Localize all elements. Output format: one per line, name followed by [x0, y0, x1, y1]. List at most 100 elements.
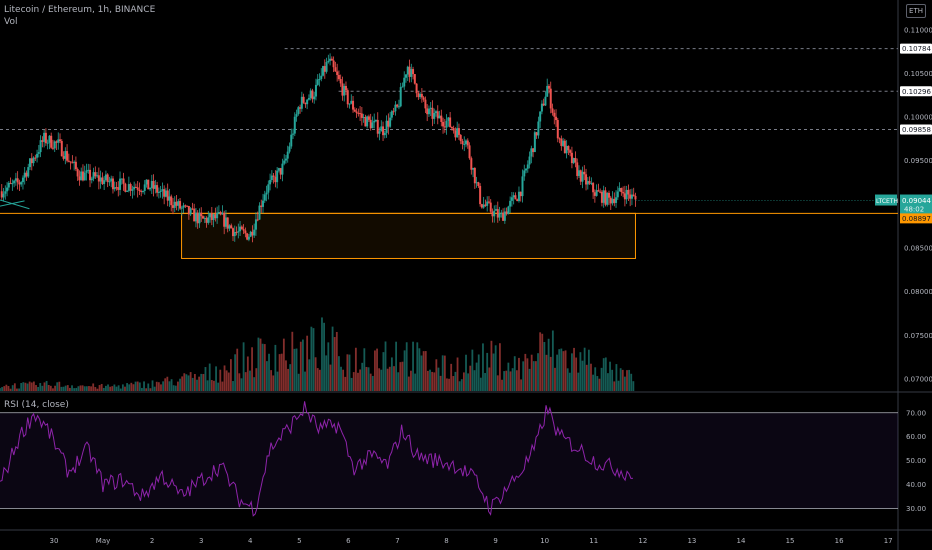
- candle-body: [25, 172, 28, 177]
- candle-body: [212, 214, 215, 220]
- volume-bar: [354, 347, 357, 391]
- candle-body: [87, 169, 90, 171]
- volume-bar: [513, 356, 516, 391]
- volume-bar: [278, 354, 281, 391]
- candle-body: [435, 111, 438, 114]
- volume-bar: [289, 364, 292, 391]
- candle-body: [124, 183, 127, 192]
- candle-body: [67, 160, 70, 162]
- candle-body: [239, 226, 242, 232]
- volume-bar: [293, 348, 296, 391]
- candle-body: [622, 192, 625, 194]
- candle-body: [517, 191, 520, 202]
- candle-body: [272, 175, 275, 177]
- candle-body: [600, 191, 603, 203]
- volume-bar: [327, 342, 330, 391]
- candle-body: [565, 145, 568, 154]
- candle-body: [417, 93, 420, 98]
- candle-body: [134, 186, 137, 188]
- volume-bar: [105, 385, 107, 391]
- volume-bar: [547, 338, 550, 391]
- candle-body: [535, 132, 538, 136]
- candle-body: [544, 96, 547, 106]
- demand-zone: [181, 212, 636, 259]
- candle-body: [149, 187, 152, 190]
- volume-bar: [54, 385, 56, 391]
- candle-body: [318, 78, 321, 80]
- candle-body: [491, 211, 494, 217]
- volume-bar: [335, 331, 338, 391]
- candle-body: [50, 135, 53, 148]
- volume-bar: [302, 339, 304, 391]
- candle-body: [309, 90, 312, 98]
- volume-bar: [607, 373, 609, 391]
- volume-bar: [397, 372, 400, 391]
- candle-body: [173, 201, 176, 208]
- candle-body: [4, 191, 7, 194]
- volume-bar: [119, 388, 122, 391]
- volume-bar: [558, 349, 561, 391]
- candle-body: [346, 90, 349, 105]
- candle-body: [569, 150, 572, 153]
- candle-body: [553, 112, 556, 117]
- candle-body: [436, 111, 439, 119]
- volume-bar: [236, 348, 239, 391]
- volume-bar: [181, 376, 184, 391]
- candle-body: [293, 116, 296, 134]
- volume-bar: [282, 338, 285, 391]
- candle-body: [200, 212, 203, 217]
- volume-bar: [130, 382, 133, 391]
- candle-body: [389, 117, 392, 127]
- volume-bar: [494, 345, 497, 391]
- candle-body: [104, 174, 107, 181]
- price-tick-label: 0.08500: [904, 245, 932, 253]
- candle-body: [276, 170, 279, 183]
- candle-body: [246, 233, 249, 240]
- candle-body: [44, 132, 47, 144]
- volume-bar: [304, 371, 306, 391]
- volume-bar: [47, 385, 50, 391]
- volume-bar: [545, 354, 548, 391]
- candle-body: [510, 197, 513, 201]
- candle-body: [154, 185, 157, 189]
- volume-bar: [350, 377, 353, 391]
- volume-bar: [227, 372, 230, 391]
- candle-body: [408, 66, 411, 77]
- candle-body: [292, 133, 295, 135]
- volume-bar: [238, 373, 241, 391]
- volume-bar: [100, 383, 103, 391]
- rsi-tick-label: 60.00: [906, 433, 926, 441]
- volume-bar: [49, 385, 52, 391]
- candle-body: [191, 208, 194, 210]
- volume-bar: [308, 359, 311, 391]
- candle-body: [302, 96, 305, 103]
- volume-bar: [600, 367, 603, 391]
- candle-body: [263, 194, 266, 201]
- volume-bar: [295, 348, 298, 391]
- volume-bar: [378, 368, 381, 391]
- candle-body: [542, 103, 545, 106]
- volume-bar: [448, 378, 450, 391]
- volume-bar: [314, 357, 317, 391]
- candle-body: [27, 167, 30, 177]
- candle-body: [454, 130, 457, 138]
- candle-body: [99, 177, 102, 182]
- candle-body: [117, 187, 120, 190]
- volume-bar: [530, 354, 533, 391]
- volume-bar: [361, 362, 364, 391]
- volume-bar: [458, 381, 461, 391]
- volume-bar: [524, 353, 527, 391]
- candle-body: [376, 119, 379, 134]
- volume-bar: [299, 341, 302, 391]
- currency-button[interactable]: ETH: [906, 4, 926, 18]
- candle-body: [364, 117, 367, 127]
- candle-body: [249, 231, 252, 237]
- volume-bar: [469, 365, 472, 391]
- candle-body: [76, 169, 79, 177]
- volume-bar: [583, 347, 586, 391]
- candle-body: [119, 178, 122, 190]
- candle-body: [16, 178, 19, 183]
- candle-body: [456, 128, 459, 138]
- candle-body: [463, 143, 466, 145]
